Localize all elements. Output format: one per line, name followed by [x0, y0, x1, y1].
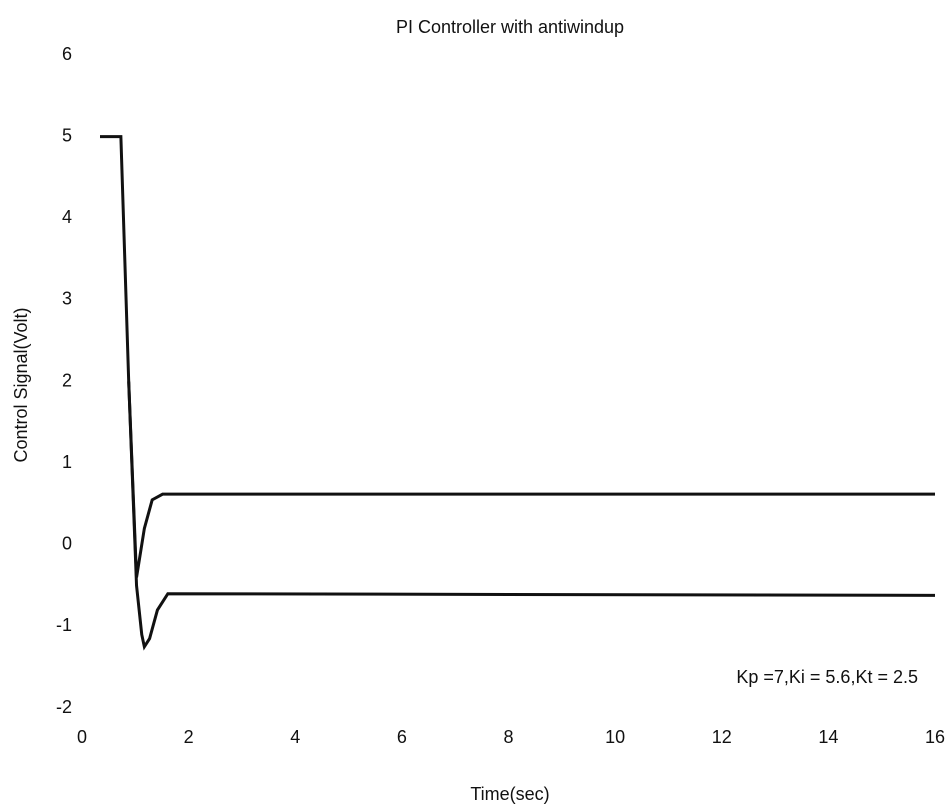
x-axis-label: Time(sec)	[470, 784, 549, 804]
y-tick-label: 6	[62, 44, 72, 64]
x-tick-label: 12	[712, 727, 732, 747]
x-tick-label: 16	[925, 727, 945, 747]
x-tick-label: 4	[290, 727, 300, 747]
chart-title: PI Controller with antiwindup	[396, 17, 624, 37]
x-tick-label: 6	[397, 727, 407, 747]
y-tick-label: 5	[62, 125, 72, 145]
y-tick-label: 0	[62, 534, 72, 554]
x-tick-label: 0	[77, 727, 87, 747]
y-tick-label: 3	[62, 289, 72, 309]
line-series	[100, 135, 935, 578]
y-axis-label: Control Signal(Volt)	[11, 307, 31, 462]
x-tick-label: 10	[605, 727, 625, 747]
x-tick-label: 14	[818, 727, 838, 747]
y-tick-label: 4	[62, 207, 72, 227]
x-tick-label: 2	[184, 727, 194, 747]
y-tick-label: 2	[62, 370, 72, 390]
y-tick-label: -1	[56, 615, 72, 635]
line-series	[127, 381, 936, 651]
annotation: Kp =7,Ki = 5.6,Kt = 2.5	[736, 667, 918, 687]
y-tick-label: 1	[62, 452, 72, 472]
y-tick-label: -2	[56, 697, 72, 717]
x-tick-label: 8	[503, 727, 513, 747]
